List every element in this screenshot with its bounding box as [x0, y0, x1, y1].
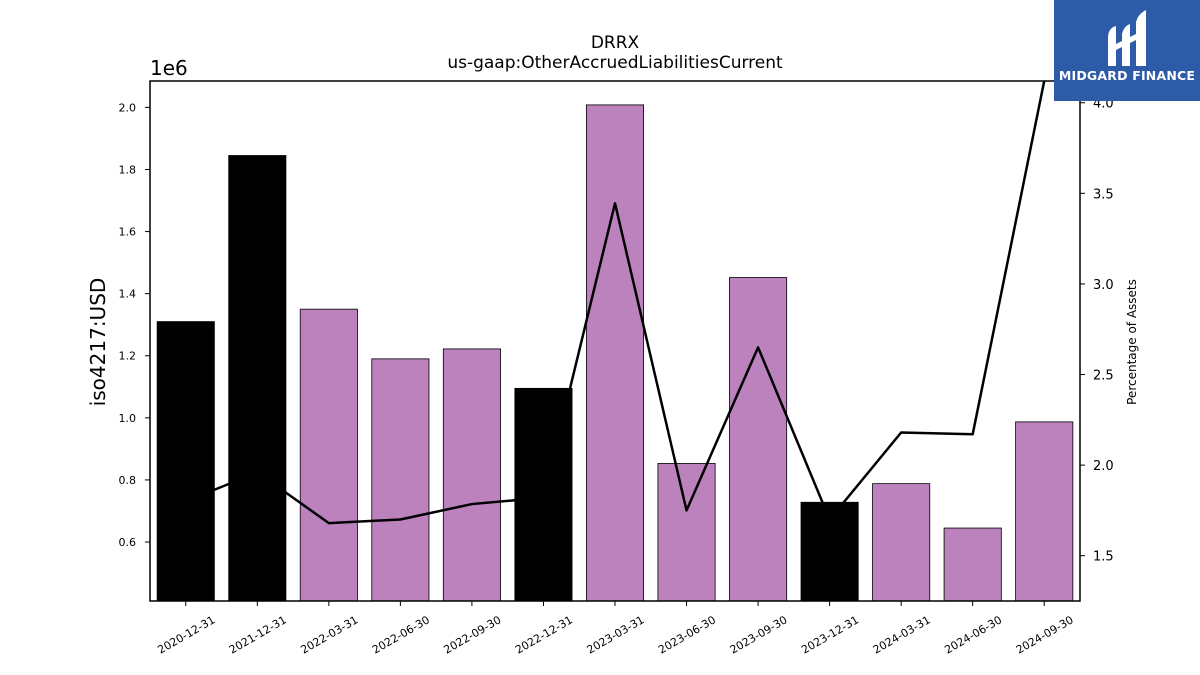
logo-mark-icon [1108, 10, 1146, 66]
y-tick-label: 0.8 [119, 474, 137, 487]
bar [943, 527, 1002, 602]
y2-tick-label: 3.5 [1093, 187, 1114, 202]
chart-subtitle: us-gaap:OtherAccruedLiabilitiesCurrent [447, 53, 783, 73]
x-tick-label: 2022-09-30 [442, 613, 504, 656]
y2-axis-label: Percentage of Assets [1125, 279, 1139, 405]
y-axis-label: iso4217:USD [86, 278, 110, 407]
bar [729, 277, 788, 602]
logo-text: MIDGARD FINANCE [1058, 68, 1196, 83]
y-tick-label: 2.0 [119, 101, 137, 114]
x-tick-label: 2023-09-30 [728, 613, 790, 656]
y-tick-label: 1.4 [119, 288, 137, 301]
bar [156, 321, 215, 602]
bar [872, 483, 931, 602]
bar [371, 358, 430, 602]
x-tick-label: 2021-12-31 [227, 613, 289, 656]
chart-title: DRRX [591, 33, 640, 53]
percentage-line [185, 80, 1046, 525]
bar [585, 104, 645, 602]
y-tick-label: 1.6 [119, 226, 137, 239]
bar [657, 463, 716, 602]
y-tick-label: 1.2 [119, 350, 137, 363]
y-scale-label: 1e6 [150, 56, 188, 80]
x-tick-label: 2022-03-31 [298, 613, 360, 656]
x-tick-label: 2020-12-31 [155, 613, 217, 656]
x-tick-label: 2024-03-31 [871, 613, 933, 656]
bar [442, 348, 501, 602]
bar [299, 308, 358, 602]
y-tick-label: 1.0 [119, 412, 137, 425]
bar [228, 155, 287, 602]
y-tick-label: 0.6 [119, 536, 137, 549]
x-tick-label: 2024-09-30 [1014, 613, 1076, 656]
x-tick-label: 2024-06-30 [942, 613, 1004, 656]
x-tick-label: 2022-12-31 [513, 613, 575, 656]
y2-tick-label: 2.0 [1093, 459, 1114, 474]
bar [1015, 421, 1074, 602]
x-tick-label: 2023-03-31 [585, 613, 647, 656]
y-tick-label: 1.8 [119, 163, 137, 176]
x-tick-label: 2023-12-31 [799, 613, 861, 656]
x-tick-label: 2023-06-30 [656, 613, 718, 656]
x-tick-label: 2022-06-30 [370, 613, 432, 656]
midgard-finance-logo: MIDGARD FINANCE [1054, 0, 1200, 101]
y2-tick-label: 2.5 [1093, 369, 1114, 384]
y2-tick-label: 3.0 [1093, 278, 1114, 293]
y2-tick-label: 1.5 [1093, 550, 1114, 565]
